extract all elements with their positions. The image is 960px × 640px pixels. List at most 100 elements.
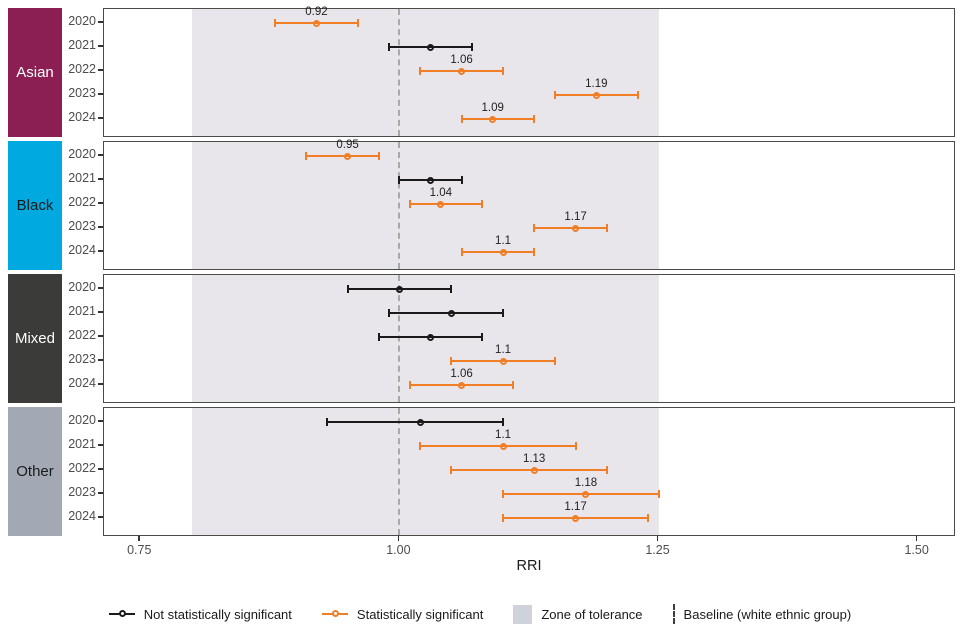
ci-cap	[460, 248, 463, 256]
ci-cap	[502, 490, 505, 498]
pointrange-black-glyph-icon	[108, 607, 135, 621]
x-axis-tick-label: 0.75	[127, 543, 152, 557]
ci-cap	[533, 115, 536, 123]
pointrange-orange-glyph-icon	[321, 607, 348, 621]
point-estimate-asian-2021	[426, 43, 434, 51]
ci-line-black-2024	[461, 251, 535, 253]
zone-of-tolerance	[192, 142, 659, 269]
ci-cap	[450, 466, 453, 474]
y-axis-label-2022: 2022	[68, 62, 96, 76]
point-estimate-black-2024	[499, 248, 507, 256]
value-label: 1.19	[585, 78, 608, 90]
point-estimate-mixed-2021	[447, 309, 455, 317]
y-axis-label-2020: 2020	[68, 413, 96, 427]
ci-cap	[450, 285, 453, 293]
y-axis-label-2022: 2022	[68, 328, 96, 342]
y-axis-tick	[98, 420, 103, 422]
point-estimate-black-2023	[572, 224, 580, 232]
facet-strip-asian: Asian	[8, 8, 62, 137]
ci-line-other-2023	[503, 493, 659, 495]
legend-item-not-significant: Not statistically significant	[108, 606, 292, 622]
point-estimate-asian-2023	[592, 91, 600, 99]
y-axis-tick	[98, 226, 103, 228]
point-estimate-other-2021	[499, 442, 507, 450]
ci-line-mixed-2021	[389, 312, 504, 314]
ci-cap	[460, 176, 463, 184]
y-axis-tick	[98, 202, 103, 204]
ci-cap	[377, 333, 380, 341]
ci-cap	[346, 285, 349, 293]
y-axis-tick	[98, 69, 103, 71]
point-estimate-asian-2022	[458, 67, 466, 75]
point-estimate-asian-2024	[489, 115, 497, 123]
value-label: 1.1	[495, 235, 512, 247]
baseline-dashed-line	[398, 275, 401, 402]
ci-cap	[553, 91, 556, 99]
dashed-line-glyph-icon	[672, 604, 675, 624]
panel-black: 0.95 1.04 1.17 1.1	[103, 139, 955, 270]
y-axis-label-2022: 2022	[68, 195, 96, 209]
y-axis-tick	[98, 154, 103, 156]
ci-cap	[408, 200, 411, 208]
y-axis-label-2020: 2020	[68, 147, 96, 161]
value-label: 1.17	[564, 501, 587, 513]
y-axis-tick	[98, 468, 103, 470]
y-axis-tick	[98, 178, 103, 180]
ci-cap	[356, 19, 359, 27]
ci-cap	[502, 514, 505, 522]
value-label: 1.18	[574, 477, 598, 489]
ci-cap	[305, 152, 308, 160]
y-axis-tick	[98, 311, 103, 313]
y-axis-tick	[98, 45, 103, 47]
ci-cap	[470, 43, 473, 51]
legend-item-significant: Statistically significant	[321, 607, 483, 622]
baseline-dashed-line	[398, 408, 401, 535]
point-estimate-mixed-2023	[499, 357, 507, 365]
legend-item-zone: Zone of tolerance	[513, 604, 643, 624]
point-estimate-other-2023	[582, 490, 590, 498]
ci-cap	[647, 514, 650, 522]
panel-other: 1.1 1.13 1.18 1.17	[103, 407, 955, 536]
ci-cap	[533, 248, 536, 256]
ci-cap	[605, 466, 608, 474]
ci-cap	[481, 200, 484, 208]
ci-cap	[502, 309, 505, 317]
y-axis-tick	[98, 492, 103, 494]
y-axis-tick	[98, 21, 103, 23]
y-axis-tick	[98, 359, 103, 361]
ci-cap	[419, 67, 422, 75]
y-axis-tick	[98, 250, 103, 252]
legend-label: Baseline (white ethnic group)	[683, 606, 852, 622]
ci-cap	[377, 152, 380, 160]
facet-strip-black: Black	[8, 141, 62, 270]
ci-line-black-2023	[534, 227, 607, 229]
y-axis-label-2021: 2021	[68, 38, 96, 52]
baseline-dashed-line	[398, 142, 401, 269]
point-estimate-mixed-2022	[426, 333, 434, 341]
ci-cap	[274, 19, 277, 27]
ci-line-other-2021	[420, 445, 576, 447]
y-axis-tick	[98, 335, 103, 337]
facet-strip-other: Other	[8, 407, 62, 536]
ci-cap	[636, 91, 639, 99]
ci-cap	[450, 357, 453, 365]
legend-label: Zone of tolerance	[541, 606, 643, 622]
point-estimate-asian-2020	[312, 19, 320, 27]
x-axis-tick	[397, 536, 400, 541]
ci-line-black-2022	[409, 203, 483, 205]
value-label: 1.06	[450, 54, 473, 66]
y-axis-label-2020: 2020	[68, 14, 96, 28]
value-label: 1.1	[495, 344, 512, 356]
y-axis-tick	[98, 516, 103, 518]
ci-cap	[553, 357, 556, 365]
legend-label: Not statistically significant	[143, 606, 292, 622]
point-estimate-mixed-2024	[458, 381, 466, 389]
ci-cap	[657, 490, 660, 498]
point-estimate-black-2020	[344, 152, 352, 160]
ci-cap	[408, 381, 411, 389]
x-axis-tick	[915, 536, 918, 541]
ci-cap	[388, 309, 391, 317]
value-label: 1.17	[564, 211, 587, 223]
ci-cap	[512, 381, 515, 389]
